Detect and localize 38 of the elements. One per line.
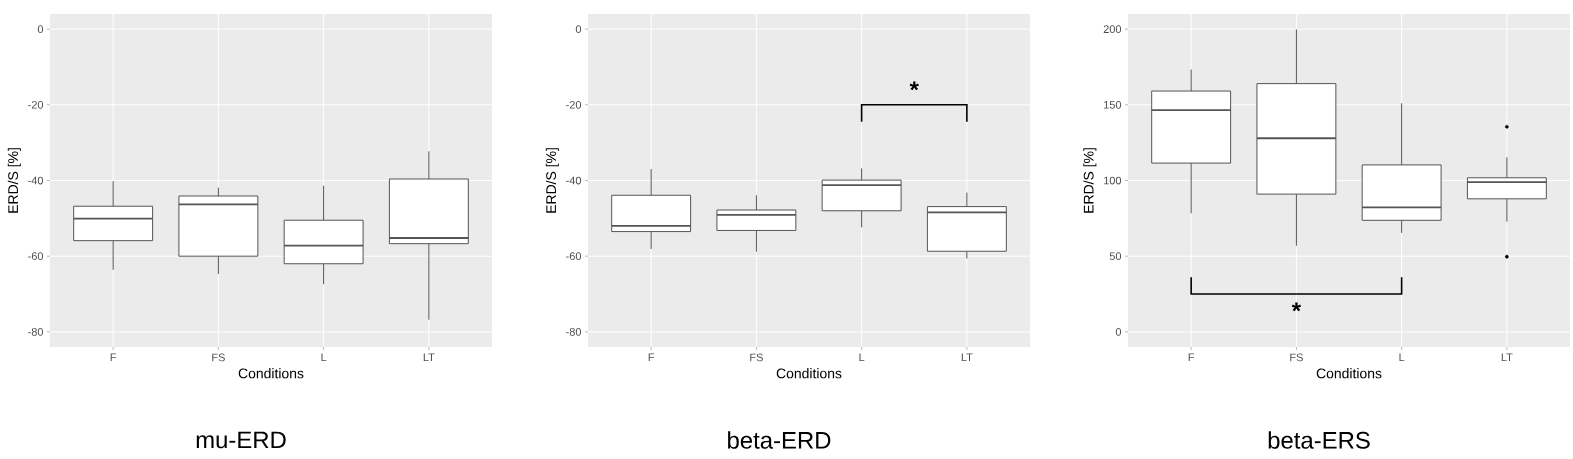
x-tick-label: L <box>859 353 865 362</box>
x-tick-label: F <box>648 353 655 362</box>
y-axis-title: ERD/S [%] <box>7 148 21 213</box>
y-tick-label: -80 <box>28 327 44 336</box>
y-tick-label: 150 <box>1104 100 1122 109</box>
y-tick-label: -60 <box>28 252 44 261</box>
y-tick-label: -40 <box>28 176 44 185</box>
x-tick-label: LT <box>1501 353 1513 362</box>
y-tick-label: -20 <box>566 100 582 109</box>
y-tick-label: 50 <box>1109 252 1122 261</box>
x-axis-title: Conditions <box>776 368 842 379</box>
y-tick-label: -20 <box>28 100 44 109</box>
y-tick-label: 200 <box>1103 25 1122 34</box>
y-tick-label: 0 <box>575 25 582 34</box>
x-tick-label: FS <box>1290 353 1303 362</box>
y-tick-label: -40 <box>566 176 582 185</box>
text: beta-ERS <box>1268 431 1370 449</box>
x-axis-title: Conditions <box>238 368 304 379</box>
x-tick-label: F <box>110 353 117 362</box>
annotation: * <box>909 81 919 91</box>
text: mu-ERD <box>196 431 286 449</box>
text: beta-ERD <box>728 431 831 449</box>
y-axis-title: ERD/S [%] <box>1083 148 1097 213</box>
x-axis-title: Conditions <box>1316 368 1382 379</box>
x-tick-label: F <box>1188 353 1195 362</box>
y-tick-label: -80 <box>566 327 582 336</box>
x-tick-label: L <box>321 353 327 362</box>
y-axis-title: ERD/S [%] <box>545 148 559 213</box>
y-tick-label: 0 <box>1115 327 1122 336</box>
x-tick-label: FS <box>212 353 225 362</box>
x-tick-label: L <box>1399 353 1405 362</box>
y-tick-label: 0 <box>37 25 44 34</box>
y-tick-label: 100 <box>1104 176 1122 185</box>
x-tick-label: LT <box>423 353 435 362</box>
x-tick-label: FS <box>750 353 763 362</box>
annotation: * <box>1291 302 1302 312</box>
x-tick-label: LT <box>961 353 973 362</box>
y-tick-label: -60 <box>566 252 582 261</box>
